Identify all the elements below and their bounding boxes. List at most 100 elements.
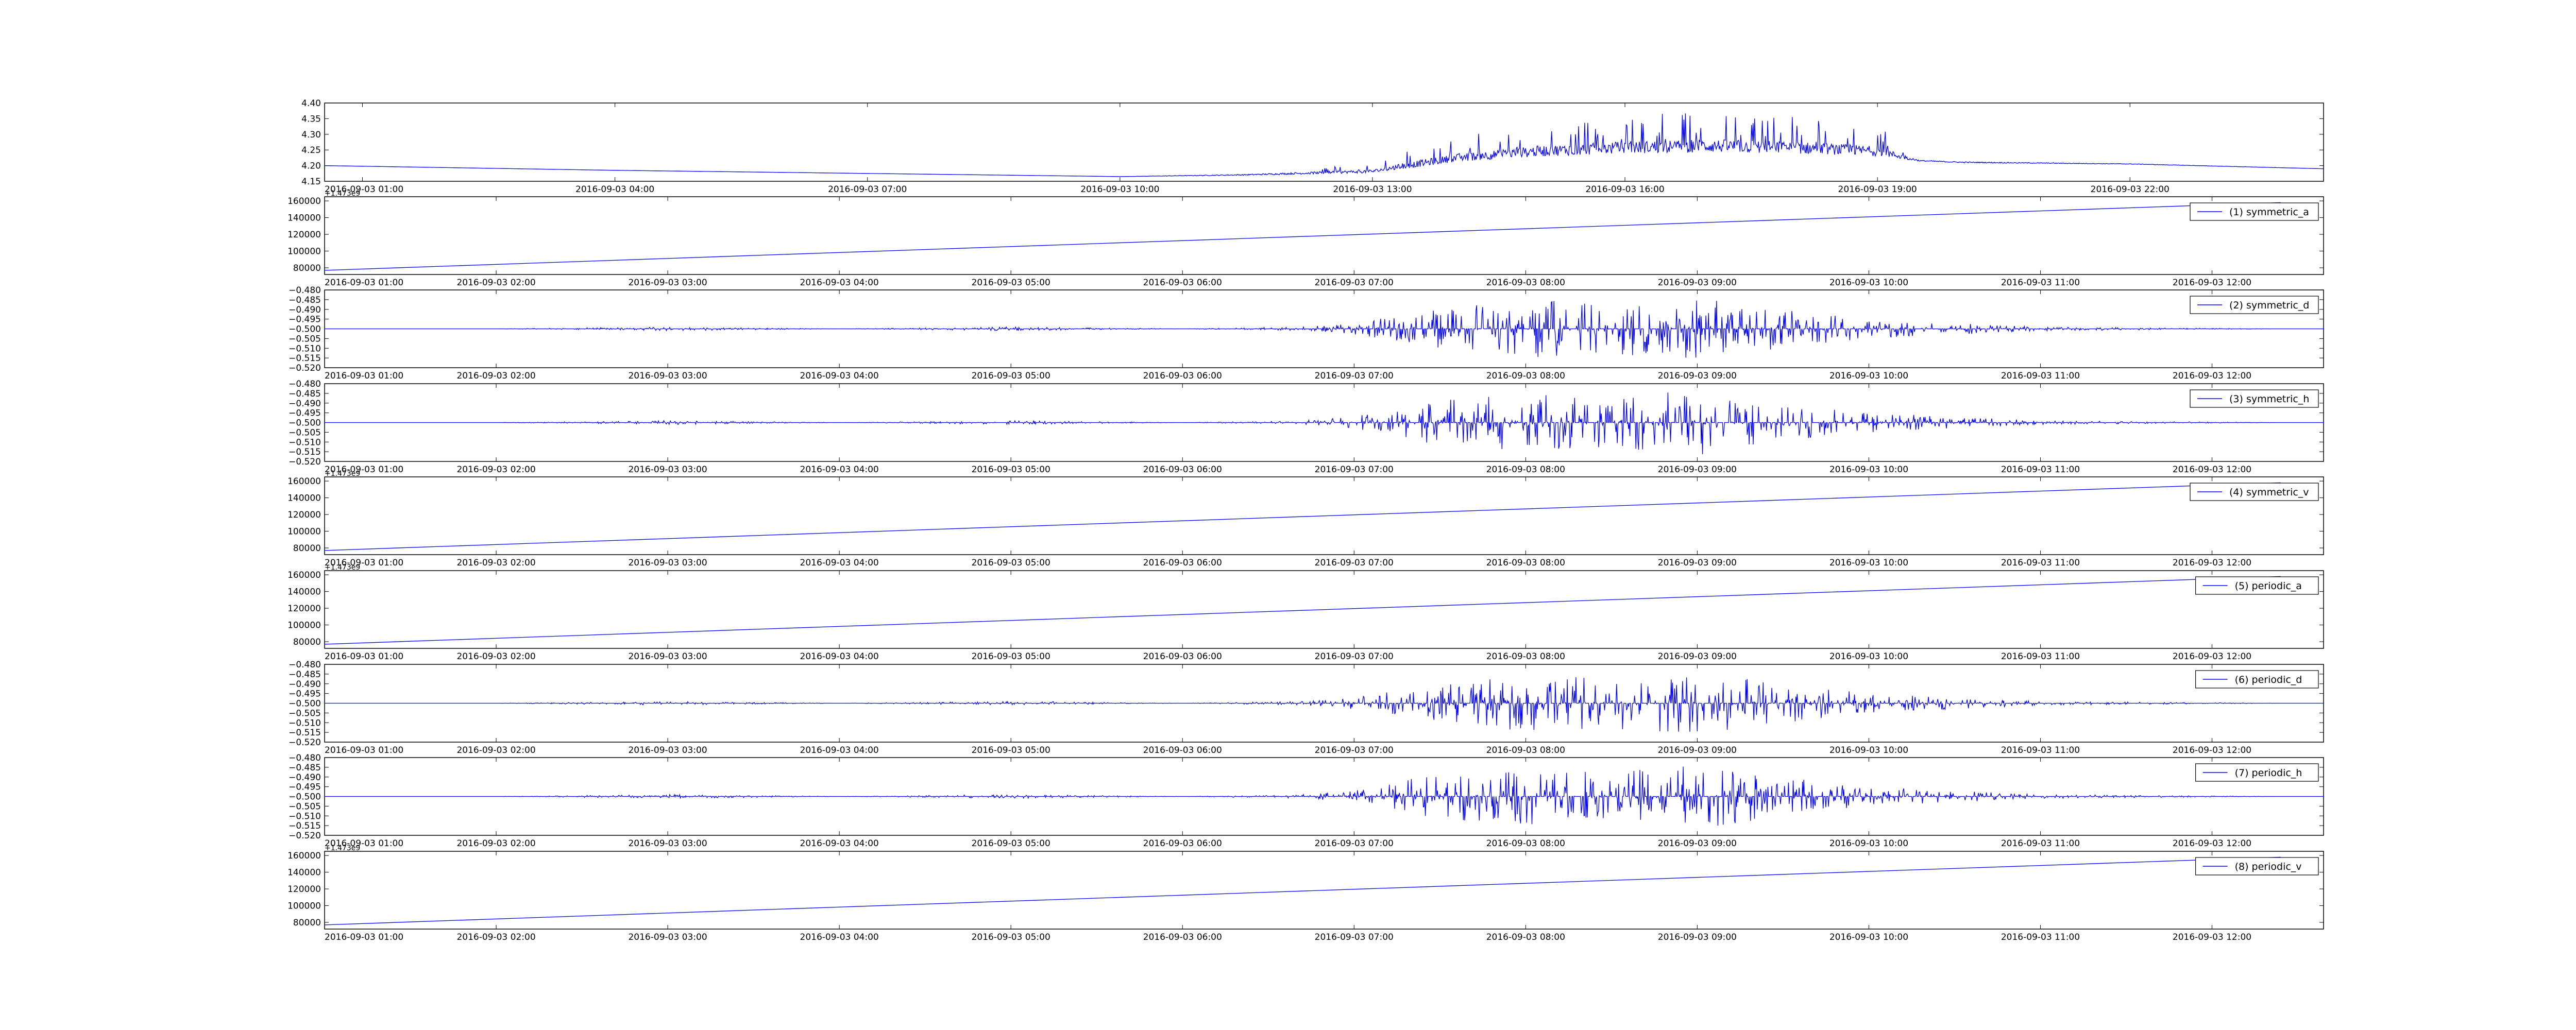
y-tick-label: −0.510 — [289, 437, 321, 448]
y-tick-label: −0.480 — [289, 660, 321, 670]
x-tick-label: 2016-09-03 03:00 — [628, 278, 707, 288]
y-tick-label: 160000 — [287, 851, 321, 861]
y-tick-label: 80000 — [293, 637, 321, 647]
y-tick-label: 160000 — [287, 570, 321, 580]
axis-offset-label: +1.473e9 — [325, 563, 360, 572]
y-tick-label: 160000 — [287, 476, 321, 487]
y-tick-label: −0.480 — [289, 285, 321, 296]
legend-label: (8) periodic_v — [2235, 861, 2302, 872]
x-tick-label: 2016-09-03 05:00 — [972, 932, 1050, 942]
x-tick-label: 2016-09-03 03:00 — [628, 745, 707, 756]
x-tick-label: 2016-09-03 11:00 — [2001, 278, 2080, 288]
y-tick-label: 100000 — [287, 247, 321, 257]
legend: (7) periodic_h — [2195, 763, 2319, 782]
y-tick-label: −0.510 — [289, 344, 321, 354]
y-tick-label: −0.505 — [289, 427, 321, 438]
x-tick-label: 2016-09-03 19:00 — [1838, 184, 1917, 195]
x-tick-label: 2016-09-03 05:00 — [972, 838, 1050, 849]
x-tick-label: 2016-09-03 12:00 — [2173, 651, 2251, 662]
y-tick-label: −0.490 — [289, 305, 321, 315]
x-tick-label: 2016-09-03 09:00 — [1658, 278, 1737, 288]
x-tick-label: 2016-09-03 07:00 — [1315, 838, 1394, 849]
x-tick-label: 2016-09-03 07:00 — [828, 184, 907, 195]
x-tick-label: 2016-09-03 08:00 — [1486, 838, 1565, 849]
x-tick-label: 2016-09-03 12:00 — [2173, 932, 2251, 942]
y-tick-label: −0.490 — [289, 399, 321, 409]
x-tick-label: 2016-09-03 03:00 — [628, 558, 707, 568]
series-line — [325, 766, 2324, 826]
x-tick-label: 2016-09-03 11:00 — [2001, 838, 2080, 849]
y-tick-label: 140000 — [287, 493, 321, 504]
y-tick-label: −0.515 — [289, 821, 321, 831]
legend-label: (2) symmetric_d — [2229, 300, 2309, 311]
chart-panel-6: 80000 100000 120000 140000 160000 2016-09-03 … — [287, 563, 2324, 662]
legend: (1) symmetric_a — [2190, 202, 2319, 221]
series-line — [325, 113, 2324, 177]
x-tick-label: 2016-09-03 02:00 — [456, 932, 535, 942]
y-tick-label: −0.480 — [289, 753, 321, 763]
y-tick-label: −0.480 — [289, 379, 321, 389]
x-tick-label: 2016-09-03 08:00 — [1486, 745, 1565, 756]
x-tick-label: 2016-09-03 01:00 — [325, 184, 403, 195]
y-tick-label: 4.15 — [301, 177, 321, 187]
y-tick-label: 120000 — [287, 510, 321, 520]
legend-label: (5) periodic_a — [2235, 580, 2302, 592]
x-tick-label: 2016-09-03 06:00 — [1143, 371, 1222, 381]
x-tick-label: 2016-09-03 04:00 — [800, 558, 879, 568]
x-tick-label: 2016-09-03 07:00 — [1315, 745, 1394, 756]
x-tick-label: 2016-09-03 01:00 — [325, 278, 403, 288]
x-tick-label: 2016-09-03 02:00 — [456, 278, 535, 288]
chart-panel-8: −0.520−0.515−0.510−0.505−0.500−0.495−0.4… — [289, 753, 2324, 849]
y-tick-label: 4.40 — [301, 98, 321, 109]
y-tick-label: 4.35 — [301, 114, 321, 124]
series-line — [325, 300, 2324, 358]
x-tick-label: 2016-09-03 11:00 — [2001, 932, 2080, 942]
x-tick-label: 2016-09-03 09:00 — [1658, 651, 1737, 662]
y-tick-label: −0.520 — [289, 457, 321, 467]
x-tick-label: 2016-09-03 06:00 — [1143, 465, 1222, 475]
x-tick-label: 2016-09-03 07:00 — [1315, 651, 1394, 662]
y-tick-label: 80000 — [293, 263, 321, 273]
x-tick-label: 2016-09-03 10:00 — [1829, 465, 1908, 475]
x-tick-label: 2016-09-03 12:00 — [2173, 278, 2251, 288]
x-tick-label: 2016-09-03 10:00 — [1829, 838, 1908, 849]
y-tick-label: −0.500 — [289, 699, 321, 709]
x-tick-label: 2016-09-03 07:00 — [1315, 558, 1394, 568]
y-tick-label: 4.30 — [301, 130, 321, 140]
y-tick-label: −0.495 — [289, 689, 321, 699]
x-tick-label: 2016-09-03 07:00 — [1315, 465, 1394, 475]
y-tick-label: 160000 — [287, 196, 321, 207]
x-tick-label: 2016-09-03 02:00 — [456, 558, 535, 568]
legend-label: (3) symmetric_h — [2229, 393, 2309, 405]
y-tick-label: 120000 — [287, 230, 321, 240]
x-tick-label: 2016-09-03 05:00 — [972, 371, 1050, 381]
x-tick-label: 2016-09-03 01:00 — [325, 838, 403, 849]
y-tick-label: −0.490 — [289, 679, 321, 690]
y-tick-label: −0.495 — [289, 315, 321, 325]
y-tick-label: −0.520 — [289, 831, 321, 841]
x-tick-label: 2016-09-03 03:00 — [628, 932, 707, 942]
x-tick-label: 2016-09-03 02:00 — [456, 371, 535, 381]
x-tick-label: 2016-09-03 04:00 — [800, 932, 879, 942]
x-tick-label: 2016-09-03 11:00 — [2001, 371, 2080, 381]
x-tick-label: 2016-09-03 01:00 — [325, 651, 403, 662]
x-tick-label: 2016-09-03 03:00 — [628, 371, 707, 381]
x-tick-label: 2016-09-03 04:00 — [800, 371, 879, 381]
plot-frame — [324, 102, 2324, 182]
y-tick-label: 100000 — [287, 901, 321, 912]
y-tick-label: −0.520 — [289, 363, 321, 373]
x-tick-label: 2016-09-03 05:00 — [972, 278, 1050, 288]
chart-panel-1: 4.15 4.20 4.25 4.30 4.35 4.40 2016-09-03 01:00… — [301, 98, 2324, 195]
x-tick-label: 2016-09-03 07:00 — [1315, 932, 1394, 942]
legend: (8) periodic_v — [2195, 857, 2319, 876]
y-tick-label: −0.485 — [289, 295, 321, 305]
axis-offset-label: +1.473e9 — [325, 470, 360, 478]
y-tick-label: −0.500 — [289, 418, 321, 428]
x-tick-label: 2016-09-03 06:00 — [1143, 558, 1222, 568]
x-tick-label: 2016-09-03 06:00 — [1143, 932, 1222, 942]
x-tick-label: 2016-09-03 03:00 — [628, 651, 707, 662]
x-tick-label: 2016-09-03 06:00 — [1143, 651, 1222, 662]
x-tick-label: 2016-09-03 04:00 — [800, 278, 879, 288]
y-tick-label: −0.515 — [289, 353, 321, 364]
y-tick-label: −0.520 — [289, 737, 321, 748]
